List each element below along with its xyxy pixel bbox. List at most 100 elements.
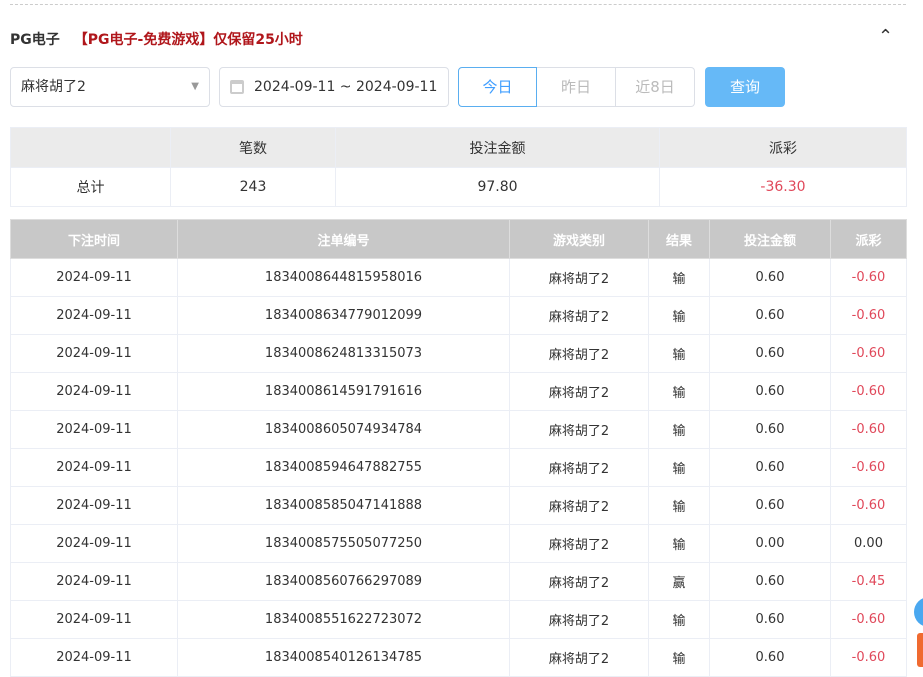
table-row: 2024-09-11 1834008634779012099 麻将胡了2 输 0.60-… [10, 296, 907, 335]
table-cell: -0.60 [830, 638, 907, 677]
table-cell: 2024-09-11 [10, 296, 178, 335]
table-cell: 输 [648, 410, 710, 449]
table-cell: -0.60 [830, 600, 907, 639]
table-cell: 麻将胡了2 [509, 638, 649, 677]
table-cell: 1834008540126134785 [177, 638, 510, 677]
table-cell: 麻将胡了2 [509, 486, 649, 525]
table-row: 2024-09-11 1834008551622723072 麻将胡了2 输 0.60-… [10, 600, 907, 639]
table-cell: 2024-09-11 [10, 448, 178, 487]
table-cell: 麻将胡了2 [509, 296, 649, 335]
game-select[interactable]: 麻将胡了2 ▼ [10, 67, 210, 107]
floating-service-button[interactable] [914, 597, 923, 627]
summary-table: 笔数 投注金额 派彩 总计 243 97.80 -36.30 [10, 127, 907, 207]
column-header: 游戏类别 [509, 219, 649, 259]
game-select-value: 麻将胡了2 [21, 79, 86, 95]
column-header: 注单编号 [177, 219, 510, 259]
column-header: 投注金额 [709, 219, 831, 259]
table-cell: 输 [648, 448, 710, 487]
summary-header [10, 127, 171, 168]
table-row: 2024-09-11 1834008560766297089 麻将胡了2 赢 0.60-… [10, 562, 907, 601]
table-cell: 1834008551622723072 [177, 600, 510, 639]
table-cell: 2024-09-11 [10, 524, 178, 563]
table-cell: -0.60 [830, 448, 907, 487]
table-row: 2024-09-11 1834008614591791616 麻将胡了2 输 0.60-… [10, 372, 907, 411]
table-cell: 1834008585047141888 [177, 486, 510, 525]
records-table: 下注时间 注单编号 游戏类别 结果 投注金额 派彩 2024-09-11 1834008644… [10, 219, 907, 677]
query-button[interactable]: 查询 [705, 67, 785, 107]
summary-cell: -36.30 [659, 167, 907, 207]
summary-cell: 97.80 [335, 167, 660, 207]
table-cell: 麻将胡了2 [509, 372, 649, 411]
table-cell: 1834008605074934784 [177, 410, 510, 449]
section-header: PG电子 【PG电子-免费游戏】仅保留25小时 [10, 29, 303, 49]
table-cell: 0.60 [709, 296, 831, 335]
table-cell: 赢 [648, 562, 710, 601]
table-row: 2024-09-11 1834008585047141888 麻将胡了2 输 0.60-… [10, 486, 907, 525]
table-cell: 0.60 [709, 562, 831, 601]
table-cell: 麻将胡了2 [509, 448, 649, 487]
retention-note: 【PG电子-免费游戏】仅保留25小时 [73, 32, 303, 48]
table-cell: 输 [648, 486, 710, 525]
table-cell: 输 [648, 296, 710, 335]
table-cell: 0.60 [709, 410, 831, 449]
table-cell: 0.60 [709, 372, 831, 411]
summary-cell: 243 [170, 167, 336, 207]
table-cell: 麻将胡了2 [509, 562, 649, 601]
table-row: 2024-09-11 1834008594647882755 麻将胡了2 输 0.60-… [10, 448, 907, 487]
table-cell: 输 [648, 638, 710, 677]
table-cell: 1834008560766297089 [177, 562, 510, 601]
table-cell: 1834008644815958016 [177, 258, 510, 297]
table-cell: -0.60 [830, 258, 907, 297]
table-row: 2024-09-11 1834008644815958016 麻将胡了2 输 0.60-… [10, 258, 907, 297]
table-cell: 2024-09-11 [10, 638, 178, 677]
date-range-picker[interactable]: 2024-09-11 ~ 2024-09-11 [219, 67, 449, 107]
table-cell: 0.00 [709, 524, 831, 563]
table-cell: 1834008575505077250 [177, 524, 510, 563]
table-cell: 输 [648, 334, 710, 373]
divider [10, 4, 906, 5]
table-cell: 2024-09-11 [10, 372, 178, 411]
table-cell: 麻将胡了2 [509, 600, 649, 639]
summary-header: 笔数 [170, 127, 336, 168]
table-cell: -0.60 [830, 334, 907, 373]
table-cell: 0.60 [709, 486, 831, 525]
table-cell: 2024-09-11 [10, 334, 178, 373]
collapse-chevron-up-icon[interactable]: ⌃ [878, 26, 894, 47]
table-cell: 麻将胡了2 [509, 258, 649, 297]
table-row: 2024-09-11 1834008575505077250 麻将胡了2 输 0.00 0… [10, 524, 907, 563]
table-cell: 1834008594647882755 [177, 448, 510, 487]
table-cell: 1834008624813315073 [177, 334, 510, 373]
calendar-icon [230, 80, 244, 94]
table-cell: -0.60 [830, 372, 907, 411]
last-8-days-button[interactable]: 近8日 [616, 67, 695, 107]
table-cell: 2024-09-11 [10, 258, 178, 297]
table-cell: 0.60 [709, 600, 831, 639]
table-cell: 输 [648, 600, 710, 639]
caret-down-icon: ▼ [191, 81, 199, 92]
table-row: 2024-09-11 1834008624813315073 麻将胡了2 输 0.60-… [10, 334, 907, 373]
date-range-value: 2024-09-11 ~ 2024-09-11 [254, 79, 438, 95]
floating-promo-widget[interactable] [917, 633, 923, 667]
table-cell: 0.60 [709, 334, 831, 373]
section-title: PG电子 [10, 32, 60, 48]
table-cell: 麻将胡了2 [509, 524, 649, 563]
table-cell: 0.00 [830, 524, 907, 563]
table-cell: 1834008614591791616 [177, 372, 510, 411]
table-cell: 麻将胡了2 [509, 410, 649, 449]
table-cell: 0.60 [709, 448, 831, 487]
table-cell: 2024-09-11 [10, 562, 178, 601]
column-header: 结果 [648, 219, 710, 259]
yesterday-button[interactable]: 昨日 [537, 67, 616, 107]
table-cell: 1834008634779012099 [177, 296, 510, 335]
table-cell: 麻将胡了2 [509, 334, 649, 373]
table-row: 2024-09-11 1834008540126134785 麻将胡了2 输 0.60-… [10, 638, 907, 677]
table-cell: 0.60 [709, 258, 831, 297]
table-cell: 0.60 [709, 638, 831, 677]
today-button[interactable]: 今日 [458, 67, 537, 107]
table-cell: 2024-09-11 [10, 600, 178, 639]
table-cell: 输 [648, 258, 710, 297]
column-header: 派彩 [830, 219, 907, 259]
table-cell: -0.45 [830, 562, 907, 601]
summary-cell: 总计 [10, 167, 171, 207]
summary-header: 派彩 [659, 127, 907, 168]
